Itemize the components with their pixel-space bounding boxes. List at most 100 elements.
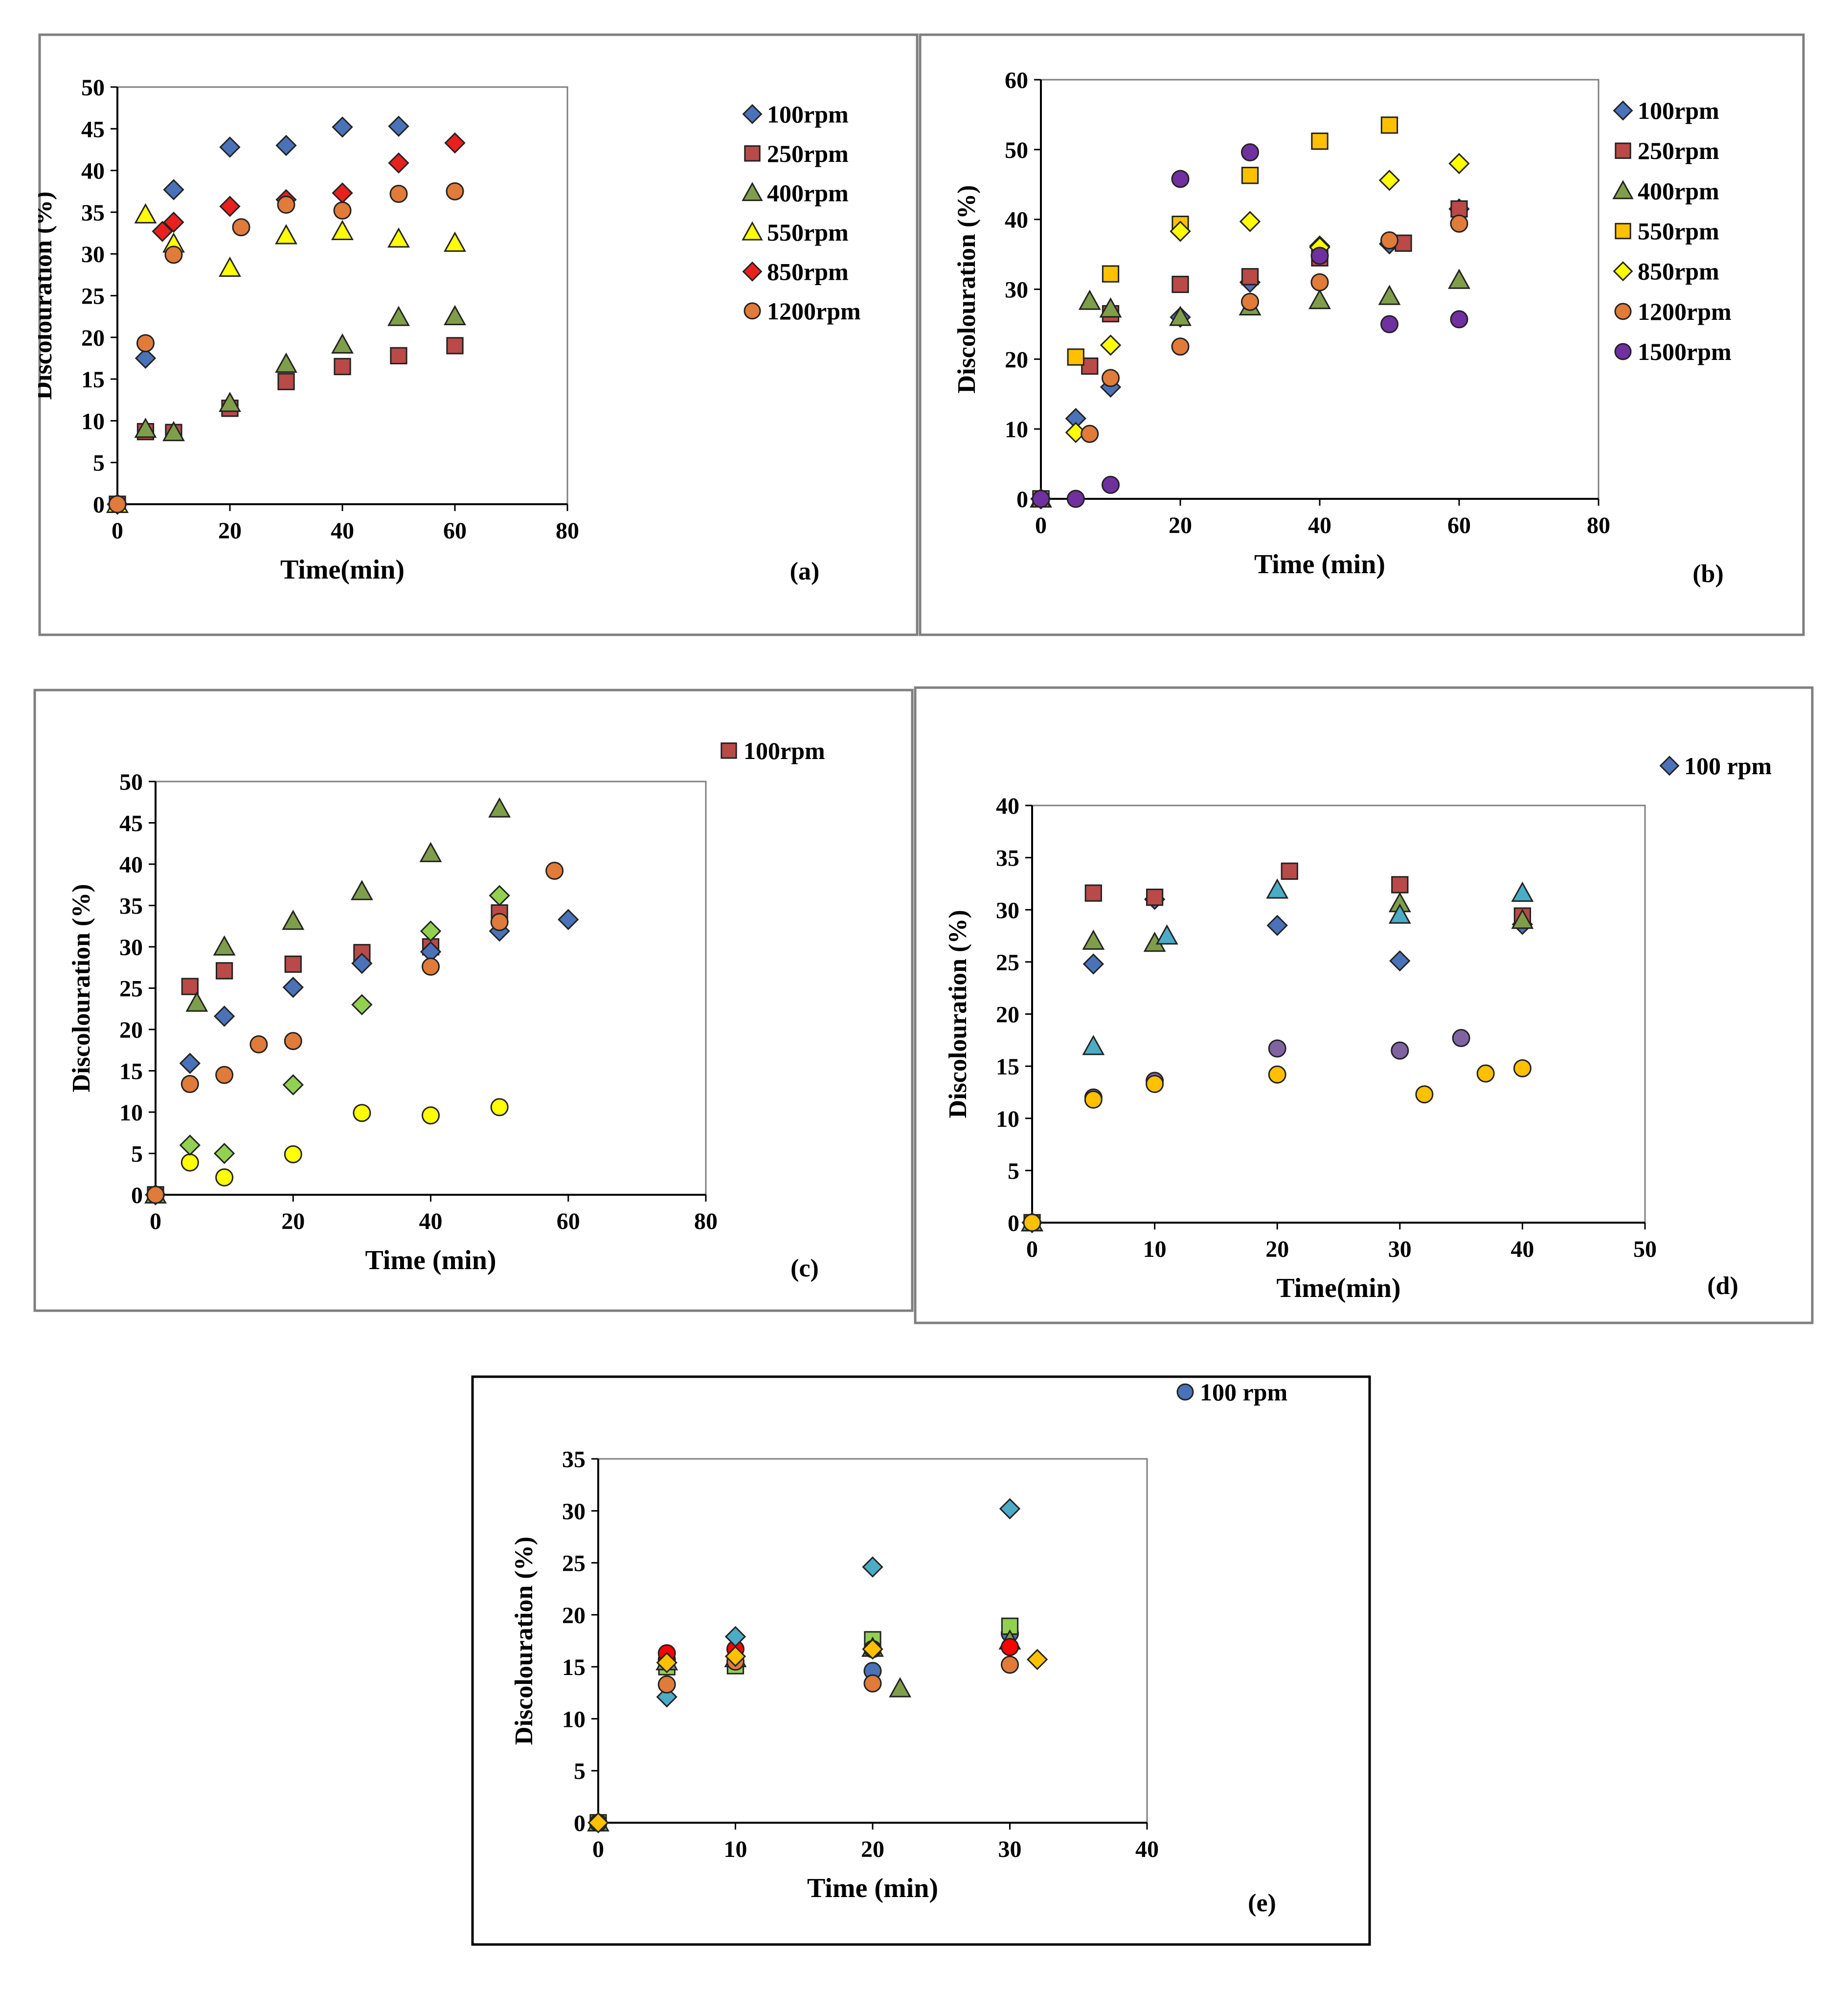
data-point-1200-rpm	[863, 1674, 882, 1693]
data-point-1200rpm	[215, 1066, 234, 1084]
y-axis-title: Discolouration (%)	[510, 1537, 538, 1745]
y-tick-label: 25	[562, 1551, 586, 1577]
y-tick-label: 25	[996, 950, 1019, 976]
data-points	[587, 1498, 1048, 1833]
panel-label: (c)	[790, 1254, 819, 1282]
data-point-1500rpm	[1241, 143, 1259, 162]
x-tick-label: 60	[1447, 513, 1471, 538]
data-point-250rpm	[390, 347, 407, 364]
data-point-1200rpm	[389, 184, 408, 203]
data-point-850rpm	[1239, 211, 1261, 232]
legend-label: 1200rpm	[767, 297, 861, 325]
data-point-1200rpm	[422, 958, 440, 976]
x-tick-label: 60	[557, 1208, 580, 1234]
data-points	[1021, 862, 1534, 1233]
data-point-850rpm	[1388, 903, 1411, 924]
data-point-550rpm	[215, 1168, 234, 1187]
y-tick-label: 30	[562, 1498, 586, 1524]
legend-swatch-100rpm	[742, 104, 763, 124]
data-point-850rpm	[1266, 878, 1289, 899]
y-tick-label: 10	[119, 1100, 143, 1126]
data-point-400-rpm	[889, 1677, 912, 1698]
data-point-1500-rpm	[862, 1638, 883, 1660]
chart-svg: 0 10 20 30 40 50 60 0 20 40 60 80 Time (min) Discolou…	[919, 33, 1805, 636]
chart-panel-b: 0 10 20 30 40 50 60 0 20 40 60 80 Time (min) Discolou…	[919, 33, 1805, 636]
data-point-550rpm	[275, 224, 297, 245]
data-point-1200rpm	[1450, 214, 1468, 233]
x-tick-label: 0	[1026, 1236, 1038, 1262]
legend-swatch-400rpm	[1612, 180, 1634, 200]
legend-label: 250rpm	[1638, 137, 1719, 164]
data-point-400-rpm	[1082, 929, 1105, 950]
legend-label: 100rpm	[767, 100, 849, 128]
y-tick-label: 15	[562, 1654, 586, 1680]
data-point-1200rpm	[108, 495, 127, 514]
data-point-550rpm	[284, 1145, 302, 1163]
data-point-100rpm	[215, 962, 233, 980]
y-axis-title: Discolouration (%)	[68, 884, 95, 1092]
data-point-850-rpm	[862, 1556, 883, 1578]
x-tick-label: 80	[1587, 513, 1610, 538]
data-points	[1030, 116, 1470, 510]
x-axis-title: Time(min)	[280, 555, 405, 585]
data-point-400-rpm	[1511, 909, 1534, 929]
y-tick-label: 0	[574, 1810, 586, 1836]
data-point-250rpm	[334, 358, 351, 376]
data-point-1500-rpm	[587, 1812, 609, 1833]
chart-panel-d: 0 5 10 15 20 25 30 35 40 0 10 20 30 40 50 Time(min) Disc…	[914, 686, 1814, 1324]
data-point-550rpm	[134, 203, 157, 223]
y-tick-label: 30	[1005, 277, 1028, 303]
data-point-250rpm	[1084, 884, 1102, 902]
y-tick-label: 25	[119, 976, 143, 1002]
y-tick-label: 10	[1005, 417, 1028, 443]
data-point-850rpm	[282, 1074, 304, 1095]
legend-label: 100 rpm	[1684, 752, 1772, 780]
data-point-250rpm	[351, 953, 373, 974]
data-point-100rpm	[284, 955, 302, 973]
legend-label: 250rpm	[767, 140, 849, 167]
x-tick-label: 60	[443, 518, 467, 544]
y-tick-label: 30	[996, 897, 1019, 923]
data-point-250rpm	[446, 337, 464, 355]
data-point-1200rpm	[1310, 273, 1329, 291]
y-tick-label: 40	[119, 852, 143, 878]
data-point-1500-rpm	[724, 1646, 746, 1667]
data-point-250rpm	[179, 1052, 201, 1074]
data-point-850rpm	[1100, 335, 1122, 356]
y-tick-label: 20	[996, 1002, 1019, 1028]
data-point-850rpm	[213, 1142, 235, 1164]
y-tick-label: 5	[1008, 1158, 1019, 1184]
y-tick-label: 5	[131, 1141, 143, 1167]
y-tick-label: 30	[81, 242, 105, 268]
data-point-850rpm	[351, 994, 373, 1015]
data-point-1500rpm	[1310, 246, 1329, 265]
x-tick-label: 40	[1510, 1236, 1534, 1262]
data-point-100-rpm	[1266, 915, 1288, 936]
data-point-550rpm	[387, 227, 410, 248]
chart-svg: 0 5 10 15 20 25 30 35 40 45 50 0 20 40 60 80 Time (min) D…	[33, 689, 914, 1312]
data-point-850rpm	[444, 132, 466, 154]
data-point-1200rpm	[1268, 1065, 1286, 1084]
data-point-550rpm	[180, 1153, 199, 1172]
legend-label: 1500rpm	[1638, 338, 1732, 365]
data-point-550rpm	[1102, 265, 1120, 283]
data-point-100rpm	[135, 347, 157, 369]
legend-swatch-850rpm	[742, 261, 763, 282]
x-tick-label: 20	[281, 1208, 305, 1234]
data-point-250rpm	[558, 909, 579, 930]
legend-label: 850rpm	[1638, 258, 1719, 285]
data-point-1200rpm	[136, 334, 155, 353]
data-point-400rpm	[282, 910, 305, 930]
data-point-250rpm	[1281, 862, 1298, 880]
data-point-1500rpm	[1380, 315, 1398, 334]
y-tick-label: 50	[1005, 137, 1028, 163]
data-point-100rpm	[388, 115, 409, 137]
legend-swatch-100rpm	[721, 742, 737, 759]
legend-label: 1200rpm	[1638, 298, 1732, 325]
data-point-400rpm	[387, 306, 410, 326]
data-point-1200rpm	[1081, 425, 1099, 443]
y-tick-label: 25	[81, 284, 105, 310]
y-tick-label: 10	[562, 1706, 586, 1732]
y-tick-label: 40	[81, 158, 105, 184]
